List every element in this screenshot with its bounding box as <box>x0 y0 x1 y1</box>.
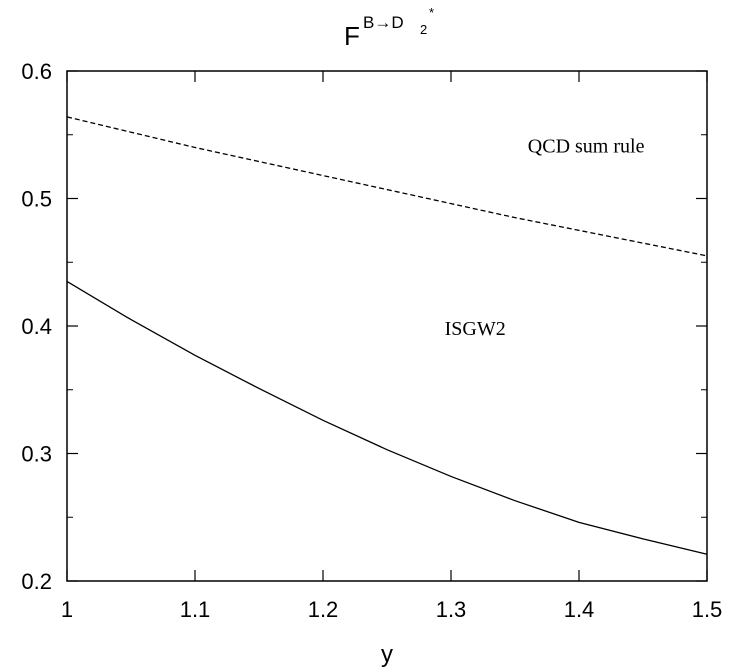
annotation-label: QCD sum rule <box>528 136 645 158</box>
x-tick-label: 1.5 <box>692 597 723 622</box>
chart-title-subscript: 2 <box>420 22 427 37</box>
x-axis-title: y <box>381 641 393 668</box>
y-tick-label: 0.2 <box>21 569 52 594</box>
annotation-label: ISGW2 <box>445 318 506 340</box>
chart-title-star: * <box>429 5 434 20</box>
series-line-0 <box>66 116 708 257</box>
y-tick-label: 0.6 <box>21 59 52 84</box>
x-tick-label: 1.1 <box>180 597 211 622</box>
chart-title: F B→D 2 * <box>344 5 434 51</box>
y-tick-label: 0.4 <box>21 314 52 339</box>
axis-ticks <box>66 70 708 582</box>
x-tick-label: 1.2 <box>308 597 339 622</box>
x-tick-label: 1.3 <box>436 597 467 622</box>
annotation-layer: QCD sum rule ISGW2 <box>445 136 645 340</box>
axis-tick-labels: 1 1.1 1.2 1.3 1.4 1.5 0.2 0.3 0.4 0.5 0.6 <box>21 59 722 622</box>
x-tick-label: 1.4 <box>564 597 595 622</box>
series-line-1 <box>66 280 708 555</box>
x-tick-label: 1 <box>61 597 73 622</box>
series-layer <box>66 116 708 555</box>
chart-title-main: F <box>344 21 360 51</box>
chart-title-superscript: B→D <box>363 13 404 32</box>
y-tick-label: 0.3 <box>21 442 52 467</box>
y-tick-label: 0.5 <box>21 187 52 212</box>
